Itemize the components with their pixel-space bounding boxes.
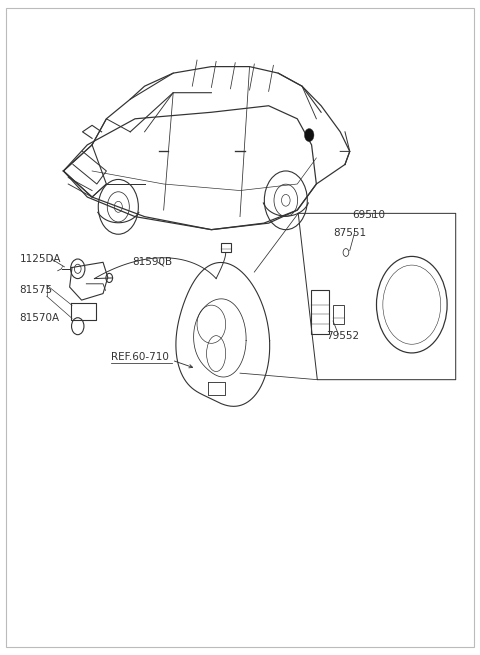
Text: 79552: 79552 [326,331,359,341]
Bar [311,290,329,334]
Text: REF.60-710: REF.60-710 [111,352,169,362]
Text: 1125DA: 1125DA [20,254,61,264]
Text: 69510: 69510 [352,210,385,220]
Bar [333,305,344,324]
Text: 87551: 87551 [333,228,366,238]
Circle shape [304,128,314,141]
Bar [221,244,231,252]
Text: 81590B: 81590B [132,257,173,267]
Text: 81570A: 81570A [20,312,60,323]
Text: 81575: 81575 [20,285,53,295]
